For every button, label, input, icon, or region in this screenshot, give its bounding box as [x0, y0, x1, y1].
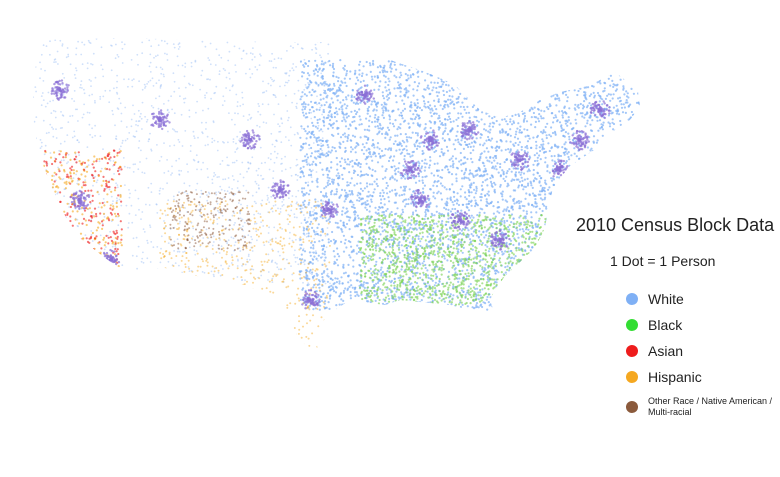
legend-item-hispanic: Hispanic — [626, 364, 780, 390]
asian-dot-icon — [626, 345, 638, 357]
population-dots — [33, 38, 640, 351]
legend-item-asian: Asian — [626, 338, 780, 364]
legend-title: 2010 Census Block Data — [576, 215, 775, 235]
legend-label: Other Race / Native American / Multi-rac… — [648, 396, 773, 417]
hispanic-dot-icon — [626, 371, 638, 383]
legend-label: Asian — [648, 343, 684, 359]
other-dot-icon — [626, 401, 638, 413]
legend: White Black Asian Hispanic Other Race / … — [626, 286, 780, 422]
legend-label: Hispanic — [648, 369, 702, 385]
legend-label: White — [648, 291, 684, 307]
legend-subtitle: 1 Dot = 1 Person — [610, 253, 716, 269]
legend-item-white: White — [626, 286, 780, 312]
black-dot-icon — [626, 319, 638, 331]
legend-item-black: Black — [626, 312, 780, 338]
legend-label: Black — [648, 317, 683, 333]
white-dot-icon — [626, 293, 638, 305]
legend-item-other: Other Race / Native American / Multi-rac… — [626, 392, 780, 422]
